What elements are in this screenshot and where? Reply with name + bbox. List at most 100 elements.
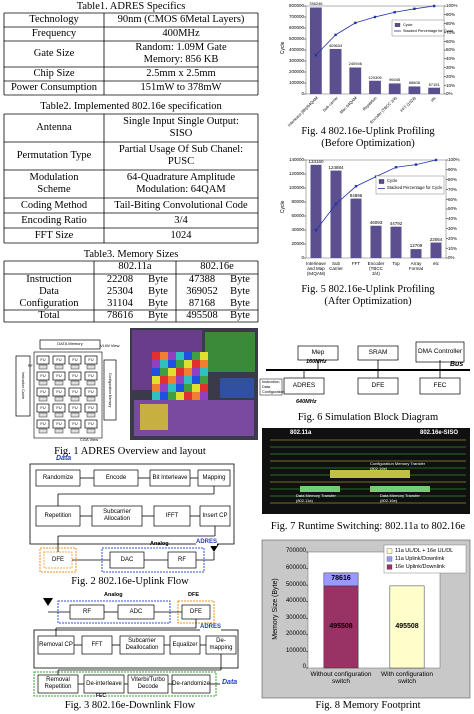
fu-block-label: FU — [88, 372, 94, 378]
die-cell — [176, 352, 184, 360]
data-label: 495508 — [329, 622, 353, 630]
table-cell: 22208 — [106, 274, 134, 285]
y-tick-label: 700000 — [288, 14, 304, 20]
y-tick-label: 300000 — [285, 614, 306, 621]
x-tick-label: Encoder (TBCC 3/4) — [367, 261, 385, 277]
bar — [330, 170, 342, 258]
table-cell: Configuration — [19, 298, 79, 309]
rf-block — [86, 412, 96, 418]
y2-tick-label: 0% — [448, 255, 455, 261]
fu-block — [36, 355, 50, 365]
transfer-bar — [370, 486, 430, 492]
data-label: 22064 — [429, 236, 443, 242]
flow-block-label: RF — [178, 556, 186, 563]
block-label: FEC — [433, 382, 447, 390]
table-cell: Tail-Biting Convolutional Code — [114, 199, 248, 211]
table-cell: 87168 — [188, 298, 216, 309]
die-cell — [168, 384, 176, 392]
line-marker — [393, 11, 396, 14]
die-cell — [168, 368, 176, 376]
die-cell — [176, 392, 184, 400]
flow-block-label: De-mapping — [209, 638, 233, 651]
config-block-label: Configuration Memory — [108, 372, 113, 408]
fu-block — [52, 355, 66, 365]
table-cell: Instruction — [26, 274, 72, 285]
line-marker — [394, 166, 398, 169]
y-tick-label: 80000 — [291, 199, 304, 205]
memory-block — [39, 339, 101, 350]
figure-caption: Fig. 7 Runtime Switching: 802.11a to 802… — [270, 521, 466, 532]
screen-label: 802.16e-SISO — [420, 430, 459, 436]
bar — [310, 164, 322, 258]
flow-block-label: Removal Repetition — [44, 677, 72, 690]
fu-block — [52, 387, 66, 397]
y2-tick-label: 100% — [446, 3, 458, 9]
die-cell — [160, 392, 168, 400]
die-cell — [176, 368, 184, 376]
table-cell: Encoding Ratio — [21, 214, 87, 226]
legend-box — [375, 175, 445, 195]
legend-swatch — [378, 179, 385, 184]
table-cell: 2.5mm x 2.5mm — [146, 68, 216, 79]
table-cell: Data — [39, 286, 59, 297]
table-header: 802.16e — [200, 261, 234, 272]
flow-block-label: Encode — [105, 474, 127, 481]
rf-label: RF — [28, 364, 33, 368]
die-cell — [152, 352, 160, 360]
legend-label: 16e Uplink/Downlink — [395, 563, 445, 570]
table-caption: Table2. Implemented 802.16e specificatio… — [40, 101, 222, 112]
fu-block-label: FU — [40, 404, 46, 410]
die-cell — [176, 384, 184, 392]
table-cell: 495508 — [186, 310, 218, 321]
line-marker — [434, 158, 438, 162]
fu-block — [84, 371, 98, 381]
die-cell — [152, 392, 160, 400]
die-cell — [192, 384, 200, 392]
die-cell — [200, 360, 208, 368]
array-outline — [33, 351, 103, 439]
y-tick-label: 40000 — [291, 227, 304, 233]
die-cell — [176, 376, 184, 384]
fu-block — [36, 403, 50, 413]
table-cell: PUSC — [167, 156, 195, 167]
fu-block — [84, 403, 98, 413]
group-label: Analog — [150, 541, 169, 547]
y-tick-label: 0 — [301, 255, 304, 261]
data-label: 78616 — [331, 575, 351, 583]
x-tick-label: Without configuration switch — [310, 671, 372, 686]
y2-tick-label: 70% — [446, 29, 456, 35]
data-label: 240946 — [348, 61, 362, 67]
clock-label: 640MHz — [296, 399, 317, 405]
memory-block-label: DATA Memory — [57, 341, 83, 347]
view-label: VLIW View — [100, 343, 120, 348]
rf-block — [38, 364, 48, 370]
flow-block-label: DFE — [52, 556, 64, 563]
fu-block-label: FU — [72, 404, 78, 410]
analog-region — [101, 547, 205, 573]
y2-tick-label: 60% — [446, 38, 456, 44]
figure-caption: Fig. 2 802.16e-Uplink Flow — [71, 576, 189, 587]
data-label: 46093 — [369, 219, 383, 225]
table-cell: Technology — [29, 14, 79, 25]
rf-block — [38, 428, 48, 434]
data-label: 133160 — [308, 158, 324, 164]
rf-block — [38, 380, 48, 386]
table-cell: 151mW to 378mW — [140, 82, 222, 93]
y-axis-label: Cycle — [280, 200, 287, 214]
y-tick-label: 600000 — [288, 25, 304, 31]
line-marker — [414, 163, 418, 166]
table-cell: Modulation: 64QAM — [136, 184, 226, 195]
port-box — [259, 378, 283, 396]
flow-block-label: Repetition — [44, 512, 72, 519]
rf-block — [70, 428, 80, 434]
table-cell: Scheme — [37, 184, 71, 195]
rf-block — [86, 428, 96, 434]
block-label: ADRES — [292, 382, 316, 390]
y-tick-label: 0 — [301, 91, 304, 97]
bar — [323, 572, 359, 587]
rf-block — [54, 380, 64, 386]
group-label: DFE — [188, 592, 199, 598]
data-label: 495508 — [395, 622, 419, 630]
die-cell — [176, 360, 184, 368]
